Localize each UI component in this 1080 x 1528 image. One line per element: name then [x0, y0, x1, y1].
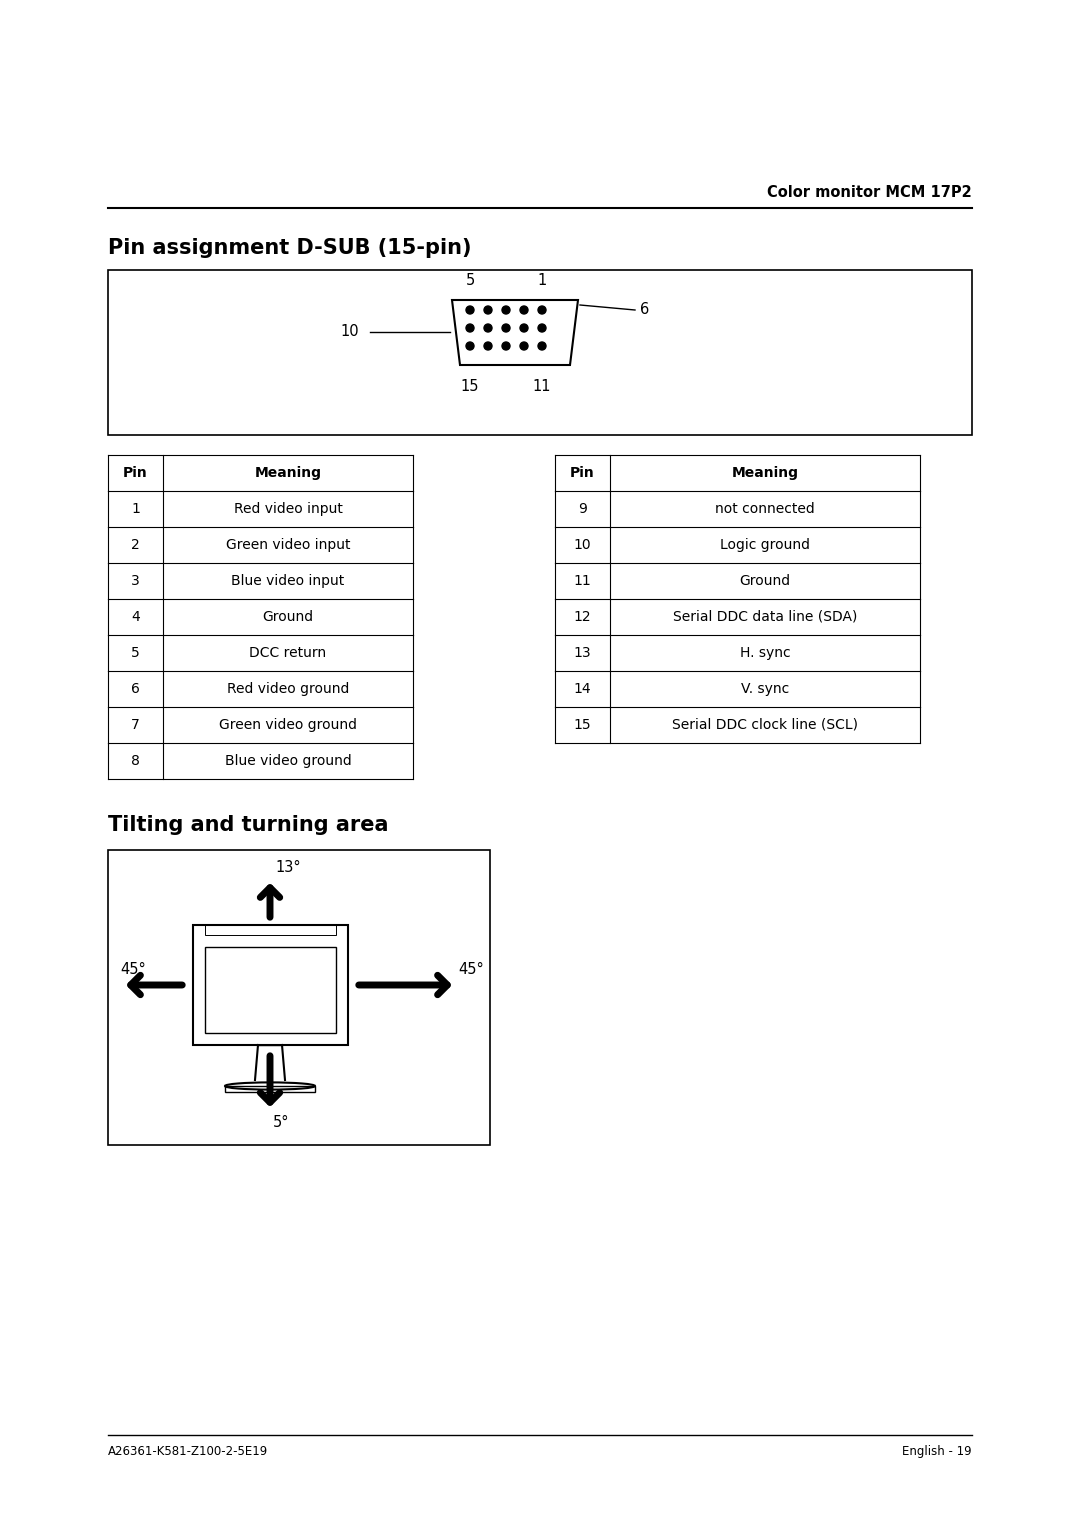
Circle shape	[484, 342, 492, 350]
Text: Red video input: Red video input	[233, 503, 342, 516]
Text: 6: 6	[131, 681, 140, 695]
Text: 13°: 13°	[275, 860, 300, 876]
Text: Red video ground: Red video ground	[227, 681, 349, 695]
Text: 45°: 45°	[120, 963, 146, 976]
Text: 12: 12	[573, 610, 592, 623]
Text: 7: 7	[131, 718, 140, 732]
Text: English - 19: English - 19	[903, 1445, 972, 1458]
Circle shape	[538, 342, 546, 350]
Text: 15: 15	[461, 379, 480, 394]
Text: 45°: 45°	[458, 963, 484, 976]
Text: Blue video ground: Blue video ground	[225, 753, 351, 769]
Text: 10: 10	[573, 538, 592, 552]
Text: 11: 11	[573, 575, 592, 588]
Text: Tilting and turning area: Tilting and turning area	[108, 814, 389, 834]
Text: 1: 1	[538, 274, 546, 287]
Text: 8: 8	[131, 753, 140, 769]
Text: Blue video input: Blue video input	[231, 575, 345, 588]
Text: 5: 5	[131, 646, 140, 660]
Text: Pin: Pin	[570, 466, 595, 480]
Circle shape	[465, 324, 474, 332]
Text: Ground: Ground	[262, 610, 313, 623]
Text: 10: 10	[340, 324, 359, 339]
Text: 9: 9	[578, 503, 586, 516]
Text: Green video input: Green video input	[226, 538, 350, 552]
Text: 14: 14	[573, 681, 592, 695]
Bar	[108, 270, 972, 435]
Circle shape	[502, 342, 510, 350]
Circle shape	[538, 306, 546, 313]
Circle shape	[502, 324, 510, 332]
Text: 11: 11	[532, 379, 551, 394]
Text: 6: 6	[640, 303, 649, 318]
Circle shape	[519, 342, 528, 350]
Circle shape	[502, 306, 510, 313]
Text: 3: 3	[131, 575, 140, 588]
Text: H. sync: H. sync	[740, 646, 791, 660]
Circle shape	[538, 324, 546, 332]
Circle shape	[519, 324, 528, 332]
Text: Meaning: Meaning	[255, 466, 322, 480]
Circle shape	[484, 324, 492, 332]
Text: Pin: Pin	[123, 466, 148, 480]
Text: 2: 2	[131, 538, 140, 552]
Text: Serial DDC clock line (SCL): Serial DDC clock line (SCL)	[672, 718, 858, 732]
Text: Color monitor MCM 17P2: Color monitor MCM 17P2	[767, 185, 972, 200]
Text: Pin assignment D-SUB (15-pin): Pin assignment D-SUB (15-pin)	[108, 238, 472, 258]
Text: 1: 1	[131, 503, 140, 516]
Text: A26361-K581-Z100-2-5E19: A26361-K581-Z100-2-5E19	[108, 1445, 268, 1458]
Text: DCC return: DCC return	[249, 646, 326, 660]
Text: Meaning: Meaning	[731, 466, 798, 480]
Text: 4: 4	[131, 610, 140, 623]
Text: Logic ground: Logic ground	[720, 538, 810, 552]
Text: 5: 5	[465, 274, 474, 287]
Text: Ground: Ground	[740, 575, 791, 588]
Bar	[205, 947, 336, 1033]
Text: Green video ground: Green video ground	[219, 718, 357, 732]
Bar	[205, 924, 336, 935]
Text: Serial DDC data line (SDA): Serial DDC data line (SDA)	[673, 610, 858, 623]
Text: V. sync: V. sync	[741, 681, 789, 695]
Bar	[193, 924, 348, 1045]
Circle shape	[465, 342, 474, 350]
Circle shape	[465, 306, 474, 313]
Bar	[108, 850, 490, 1144]
Text: 13: 13	[573, 646, 592, 660]
Bar	[225, 1086, 315, 1093]
Circle shape	[519, 306, 528, 313]
Text: 15: 15	[573, 718, 592, 732]
Text: not connected: not connected	[715, 503, 815, 516]
Text: 5°: 5°	[273, 1115, 289, 1131]
Circle shape	[484, 306, 492, 313]
